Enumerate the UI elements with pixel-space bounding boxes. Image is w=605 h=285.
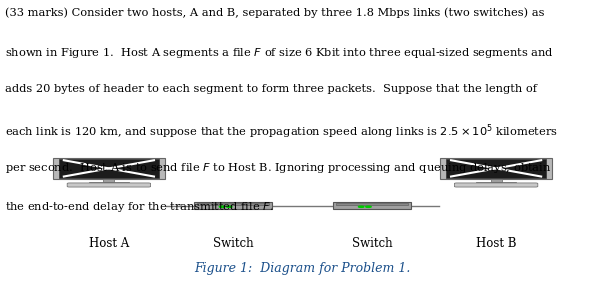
Bar (446, 159, 546, 178)
FancyBboxPatch shape (67, 183, 151, 187)
Text: shown in Figure 1.  Host A segments a file $F$ of size 6 Kbit into three equal-s: shown in Figure 1. Host A segments a fil… (5, 46, 554, 60)
Circle shape (219, 206, 225, 207)
Text: Switch: Switch (212, 237, 253, 250)
Bar (53, 158, 165, 179)
Bar (336, 203, 408, 205)
Bar (476, 182, 515, 183)
Circle shape (358, 206, 364, 207)
Text: Figure 1:  Diagram for Problem 1.: Figure 1: Diagram for Problem 1. (194, 262, 411, 275)
Text: per second.  Host A is to send file $F$ to Host B. Ignoring processing and queui: per second. Host A is to send file $F$ t… (5, 161, 551, 175)
Circle shape (226, 206, 232, 207)
Bar (59, 159, 159, 178)
Text: the end-to-end delay for the transmitted file $F$.: the end-to-end delay for the transmitted… (5, 200, 273, 213)
Text: (33 marks) Consider two hosts, A and B, separated by three 1.8 Mbps links (two s: (33 marks) Consider two hosts, A and B, … (5, 7, 544, 18)
Bar (194, 202, 272, 209)
Bar (440, 158, 552, 179)
Text: Host A: Host A (89, 237, 129, 250)
Bar (333, 202, 411, 209)
Text: Switch: Switch (352, 237, 393, 250)
Bar (491, 179, 502, 182)
Circle shape (365, 206, 371, 207)
Bar (103, 179, 114, 182)
Text: Host B: Host B (476, 237, 516, 250)
Bar (197, 203, 269, 205)
Text: adds 20 bytes of header to each segment to form three packets.  Suppose that the: adds 20 bytes of header to each segment … (5, 84, 537, 94)
FancyBboxPatch shape (454, 183, 538, 187)
Bar (90, 182, 128, 183)
Text: each link is 120 km, and suppose that the propagation speed along links is $2.5 : each link is 120 km, and suppose that th… (5, 123, 558, 141)
